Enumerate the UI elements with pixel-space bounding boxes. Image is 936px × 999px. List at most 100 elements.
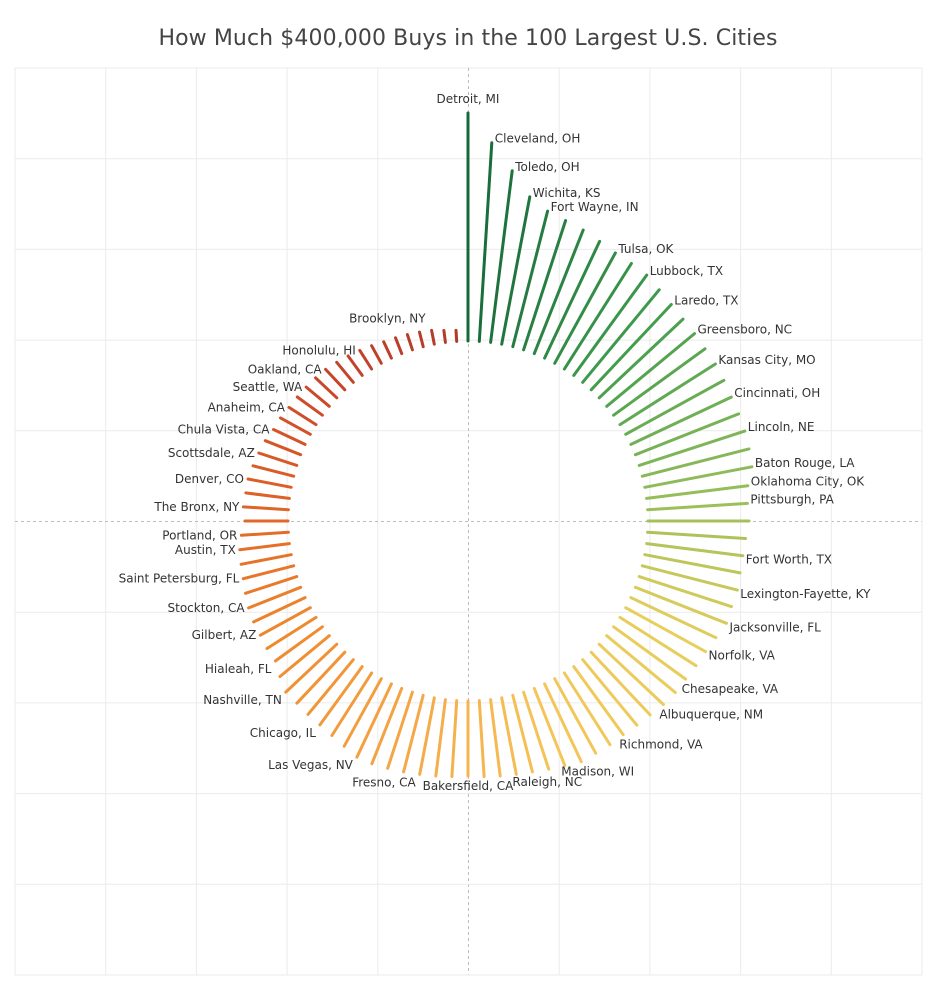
bar[interactable]: [581, 658, 639, 727]
bar[interactable]: [633, 585, 728, 625]
bar[interactable]: [442, 329, 447, 344]
bar[interactable]: [532, 228, 585, 356]
bar[interactable]: [279, 416, 312, 436]
bar[interactable]: [394, 336, 404, 356]
bar-label: Stockton, CA: [168, 601, 246, 615]
bar[interactable]: [239, 553, 293, 566]
bar[interactable]: [238, 542, 291, 552]
bar[interactable]: [543, 682, 583, 764]
bar[interactable]: [477, 699, 486, 778]
bar[interactable]: [314, 376, 339, 400]
bar[interactable]: [355, 682, 393, 759]
bar[interactable]: [244, 575, 299, 595]
bar[interactable]: [247, 585, 303, 610]
bar[interactable]: [370, 344, 383, 365]
bar[interactable]: [500, 195, 532, 346]
bar[interactable]: [511, 209, 550, 349]
bar[interactable]: [346, 354, 364, 377]
bar[interactable]: [454, 328, 459, 343]
bar[interactable]: [618, 362, 717, 427]
bar[interactable]: [612, 347, 707, 417]
bar[interactable]: [643, 553, 742, 575]
bar[interactable]: [629, 596, 718, 640]
bar-label: Brooklyn, NY: [349, 311, 426, 325]
bar[interactable]: [342, 677, 383, 748]
bar[interactable]: [370, 686, 404, 766]
bar[interactable]: [624, 606, 707, 654]
bar[interactable]: [511, 693, 534, 774]
bar[interactable]: [637, 575, 733, 609]
bar[interactable]: [522, 219, 568, 352]
bar[interactable]: [618, 615, 698, 668]
bar[interactable]: [306, 658, 355, 716]
bar[interactable]: [402, 693, 425, 774]
bar[interactable]: [382, 340, 393, 360]
bar[interactable]: [500, 696, 518, 776]
bar[interactable]: [605, 332, 696, 408]
bar[interactable]: [543, 239, 602, 360]
bar[interactable]: [430, 328, 436, 346]
bar[interactable]: [629, 395, 733, 446]
bar[interactable]: [239, 530, 290, 537]
bar[interactable]: [258, 606, 312, 637]
bar[interactable]: [477, 141, 494, 343]
bar[interactable]: [589, 303, 673, 392]
bar[interactable]: [572, 665, 625, 737]
bar[interactable]: [295, 395, 324, 417]
bar[interactable]: [562, 262, 633, 371]
bar[interactable]: [640, 564, 739, 592]
bar[interactable]: [553, 677, 598, 755]
bar-label: Fresno, CA: [352, 775, 416, 789]
bar[interactable]: [241, 564, 296, 581]
bar[interactable]: [295, 650, 347, 705]
bar[interactable]: [278, 634, 331, 678]
bar[interactable]: [418, 696, 436, 776]
bar[interactable]: [257, 451, 299, 467]
bar[interactable]: [553, 251, 617, 365]
bar[interactable]: [645, 484, 750, 500]
bar[interactable]: [284, 642, 339, 694]
bar[interactable]: [589, 650, 652, 717]
bar[interactable]: [335, 360, 355, 384]
bar[interactable]: [252, 596, 307, 624]
bar[interactable]: [532, 686, 567, 767]
bar[interactable]: [272, 428, 307, 446]
bar[interactable]: [605, 634, 677, 694]
bar[interactable]: [646, 501, 749, 512]
bar[interactable]: [265, 615, 318, 650]
bar[interactable]: [489, 169, 514, 344]
bar[interactable]: [633, 412, 741, 457]
bar[interactable]: [612, 625, 688, 681]
bar[interactable]: [646, 530, 747, 540]
bar[interactable]: [637, 429, 747, 467]
bar[interactable]: [287, 405, 318, 427]
bar[interactable]: [572, 273, 649, 377]
bar[interactable]: [645, 542, 745, 558]
bar[interactable]: [643, 465, 754, 489]
bar[interactable]: [489, 698, 502, 778]
bar[interactable]: [640, 447, 751, 478]
bar[interactable]: [318, 665, 364, 727]
bar[interactable]: [330, 671, 374, 737]
bar[interactable]: [263, 439, 303, 457]
bar[interactable]: [244, 491, 291, 500]
bar[interactable]: [251, 464, 296, 478]
bar[interactable]: [562, 671, 612, 747]
bar[interactable]: [274, 625, 324, 663]
bar[interactable]: [304, 385, 331, 408]
bar[interactable]: [324, 367, 347, 392]
bar[interactable]: [581, 288, 661, 384]
bar[interactable]: [597, 317, 685, 400]
bar[interactable]: [386, 690, 414, 770]
bar[interactable]: [358, 348, 374, 371]
bar[interactable]: [450, 699, 459, 778]
bar[interactable]: [624, 378, 726, 436]
bar-label: Chicago, IL: [250, 726, 316, 740]
bar[interactable]: [246, 477, 293, 489]
bar[interactable]: [418, 330, 425, 349]
bar[interactable]: [434, 698, 447, 778]
bar[interactable]: [522, 690, 551, 771]
bar[interactable]: [241, 505, 290, 512]
bar[interactable]: [597, 642, 665, 706]
bar[interactable]: [405, 333, 414, 352]
